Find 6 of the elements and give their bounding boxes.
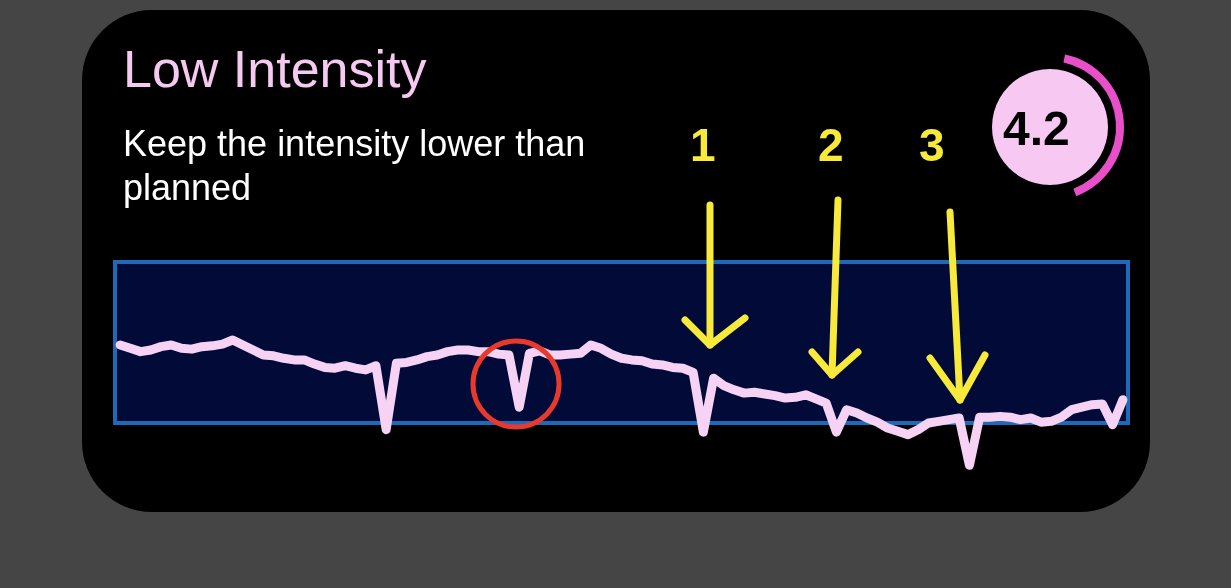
chart-title: Low Intensity	[123, 40, 427, 98]
text: 2	[818, 119, 844, 171]
text: 3	[919, 119, 945, 171]
text: 4.2	[1003, 101, 1070, 155]
text: 1	[690, 119, 716, 171]
chart-subtitle: Keep the intensity lower than planned	[123, 122, 596, 208]
